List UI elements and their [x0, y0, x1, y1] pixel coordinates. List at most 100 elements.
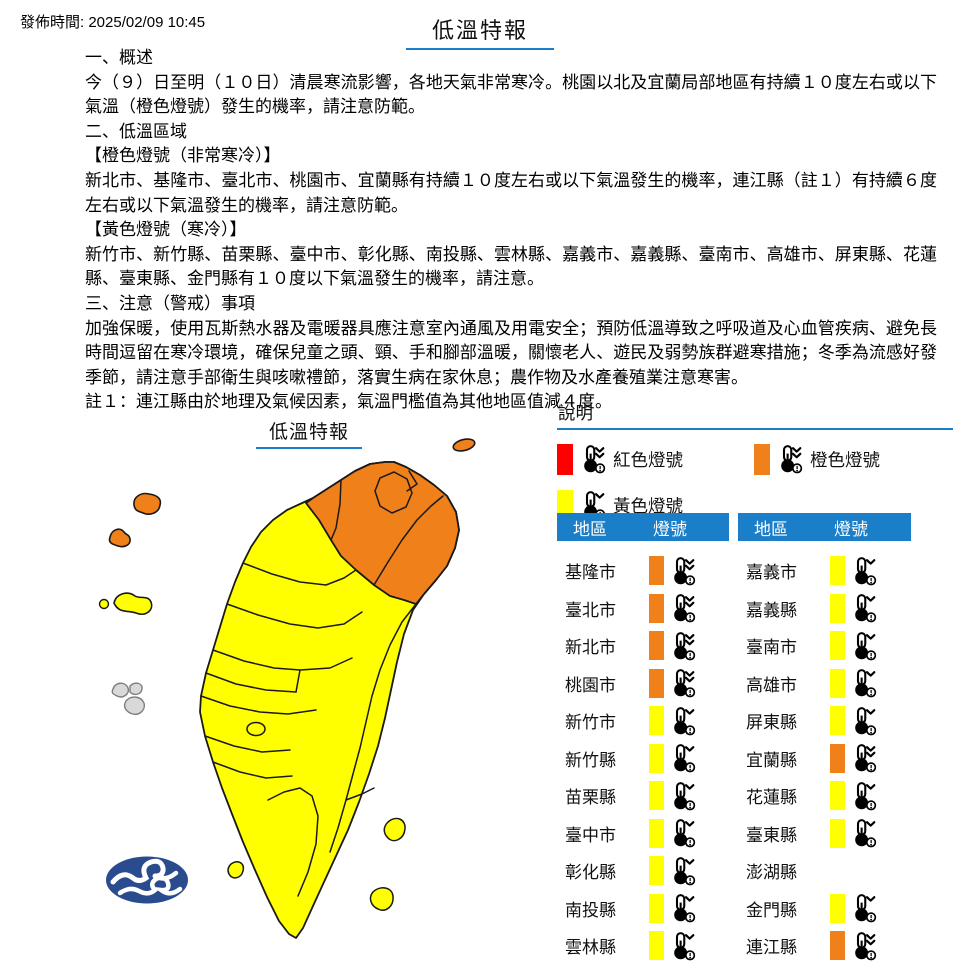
table-row: 花蓮縣 — [738, 777, 911, 815]
body-text-line: 二、低溫區域 — [85, 121, 187, 141]
region-name: 臺東縣 — [746, 825, 797, 845]
thermometer-down-icon — [674, 744, 696, 773]
region-name: 屏東縣 — [746, 713, 797, 733]
table-row: 新竹縣 — [557, 740, 729, 778]
body-text-line: 加強保暖，使用瓦斯熱水器及電暖器具應注意室內通風及用電安全；預防低溫導致之呼吸道… — [85, 318, 937, 387]
thermometer-down-icon — [855, 631, 877, 661]
report-body: 一、概述今（９）日至明（１０日）清晨寒流影響，各地天氣非常寒冷。桃園以北及宜蘭局… — [85, 46, 937, 415]
body-text-line: 新北市、基隆市、臺北市、桃園市、宜蘭縣有持續１０度左右或以下氣溫發生的機率，連江… — [85, 170, 937, 215]
signal-color-swatch — [830, 931, 845, 961]
signal-color-swatch — [830, 781, 845, 811]
region-name: 雲林縣 — [565, 938, 616, 958]
table-row: 桃園市 — [557, 665, 729, 703]
table-row: 連江縣 — [738, 927, 911, 965]
region-name: 嘉義縣 — [746, 600, 797, 620]
thermometer-down-icon — [855, 594, 877, 623]
publish-time: 發佈時間: 2025/02/09 10:45 — [20, 14, 206, 31]
legend-color-swatch — [754, 443, 770, 475]
signal-color-swatch — [649, 818, 664, 848]
island-liuqiu — [227, 861, 245, 879]
signal-color-swatch — [649, 743, 664, 773]
warning-table-right: 地區 燈號 嘉義市 嘉義縣 臺南市 高雄市 屏東縣 — [738, 513, 911, 965]
signal-color-swatch — [649, 931, 664, 961]
table-row: 新竹市 — [557, 702, 729, 740]
body-text-line: 今（９）日至明（１０日）清晨寒流影響，各地天氣非常寒冷。桃園以北及宜蘭局部地區有… — [85, 72, 937, 117]
body-text-line: 新竹市、新竹縣、苗栗縣、臺中市、彰化縣、南投縣、雲林縣、嘉義市、嘉義縣、臺南市、… — [85, 244, 937, 289]
region-name: 桃園市 — [565, 675, 616, 695]
table-row: 彰化縣 — [557, 852, 729, 890]
signal-color-swatch — [830, 706, 845, 736]
signal-color-swatch — [649, 631, 664, 661]
thermometer-down-icon — [674, 594, 696, 623]
legend-item-red: 紅色燈號 — [557, 436, 754, 482]
column-header-region: 地區 — [754, 519, 788, 539]
map-county-borders-south — [200, 562, 417, 897]
region-name: 新北市 — [565, 638, 616, 658]
thermometer-down-icon — [674, 856, 696, 886]
thermometer-down-icon — [584, 445, 606, 474]
island-matsu-south — [108, 528, 131, 548]
table-row: 苗栗縣 — [557, 777, 729, 815]
table-row: 臺中市 — [557, 815, 729, 853]
region-name: 南投縣 — [565, 900, 616, 920]
warning-table-left: 地區 燈號 基隆市 臺北市 新北市 桃園市 新竹市 — [557, 513, 729, 965]
table-header: 地區 燈號 — [557, 513, 729, 541]
taiwan-map-svg — [98, 438, 476, 939]
table-row: 雲林縣 — [557, 927, 729, 965]
thermometer-down-icon — [855, 669, 877, 698]
signal-color-swatch — [649, 781, 664, 811]
region-name: 花蓮縣 — [746, 788, 797, 808]
thermometer-down-icon — [674, 894, 696, 923]
region-name: 宜蘭縣 — [746, 750, 797, 770]
table-row: 高雄市 — [738, 665, 911, 703]
region-name: 連江縣 — [746, 938, 797, 958]
island-orchid-island — [369, 887, 394, 911]
legend: 說明 紅色燈號 橙色燈號 黃色燈號 — [557, 400, 953, 528]
legend-label: 紅色燈號 — [613, 449, 683, 470]
region-name: 臺南市 — [746, 638, 797, 658]
table-row: 宜蘭縣 — [738, 740, 911, 778]
table-row: 屏東縣 — [738, 702, 911, 740]
legend-color-swatch — [557, 489, 573, 521]
map-region-orange-north — [305, 461, 460, 605]
table-row: 金門縣 — [738, 890, 911, 928]
island-diaoyutai — [452, 438, 476, 452]
island-kinmen-islet — [98, 598, 110, 610]
legend-label: 黃色燈號 — [613, 495, 683, 516]
signal-color-swatch — [649, 593, 664, 623]
body-text-line: 【黃色燈號（寒冷）】 — [85, 220, 247, 240]
signal-color-swatch — [649, 668, 664, 698]
signal-color-swatch — [830, 631, 845, 661]
legend-item-orange: 橙色燈號 — [754, 436, 951, 482]
signal-color-swatch — [830, 556, 845, 586]
body-text-line: 一、概述 — [85, 48, 153, 67]
signal-color-swatch — [649, 556, 664, 586]
column-header-region: 地區 — [573, 519, 607, 539]
map-county-borders-north — [330, 470, 444, 586]
thermometer-down-icon — [855, 706, 877, 736]
thermometer-down-icon — [674, 556, 696, 586]
table-row: 臺東縣 — [738, 815, 911, 853]
legend-color-swatch — [557, 443, 573, 475]
region-name: 金門縣 — [746, 900, 797, 920]
table-rows: 嘉義市 嘉義縣 臺南市 高雄市 屏東縣 宜蘭縣 — [738, 552, 911, 965]
body-text-line: 三、注意（警戒）事項 — [85, 293, 255, 313]
thermometer-down-icon — [674, 669, 696, 698]
signal-color-swatch — [649, 856, 664, 886]
thermometer-down-icon — [674, 931, 696, 961]
thermometer-down-icon — [855, 931, 877, 961]
signal-color-swatch — [830, 743, 845, 773]
island-green-island — [383, 817, 406, 842]
legend-title: 說明 — [558, 403, 593, 423]
table-row: 澎湖縣 — [738, 852, 911, 890]
region-name: 嘉義市 — [746, 563, 797, 583]
thermometer-down-icon — [855, 744, 877, 773]
body-text-line: 【橙色燈號（非常寒冷）】 — [85, 146, 281, 166]
table-row: 新北市 — [557, 627, 729, 665]
region-name: 新竹縣 — [565, 750, 616, 770]
island-kinmen — [113, 592, 153, 615]
legend-label: 橙色燈號 — [810, 449, 880, 470]
cwb-logo — [106, 856, 188, 904]
thermometer-down-icon — [781, 445, 803, 474]
thermometer-down-icon — [855, 781, 877, 811]
